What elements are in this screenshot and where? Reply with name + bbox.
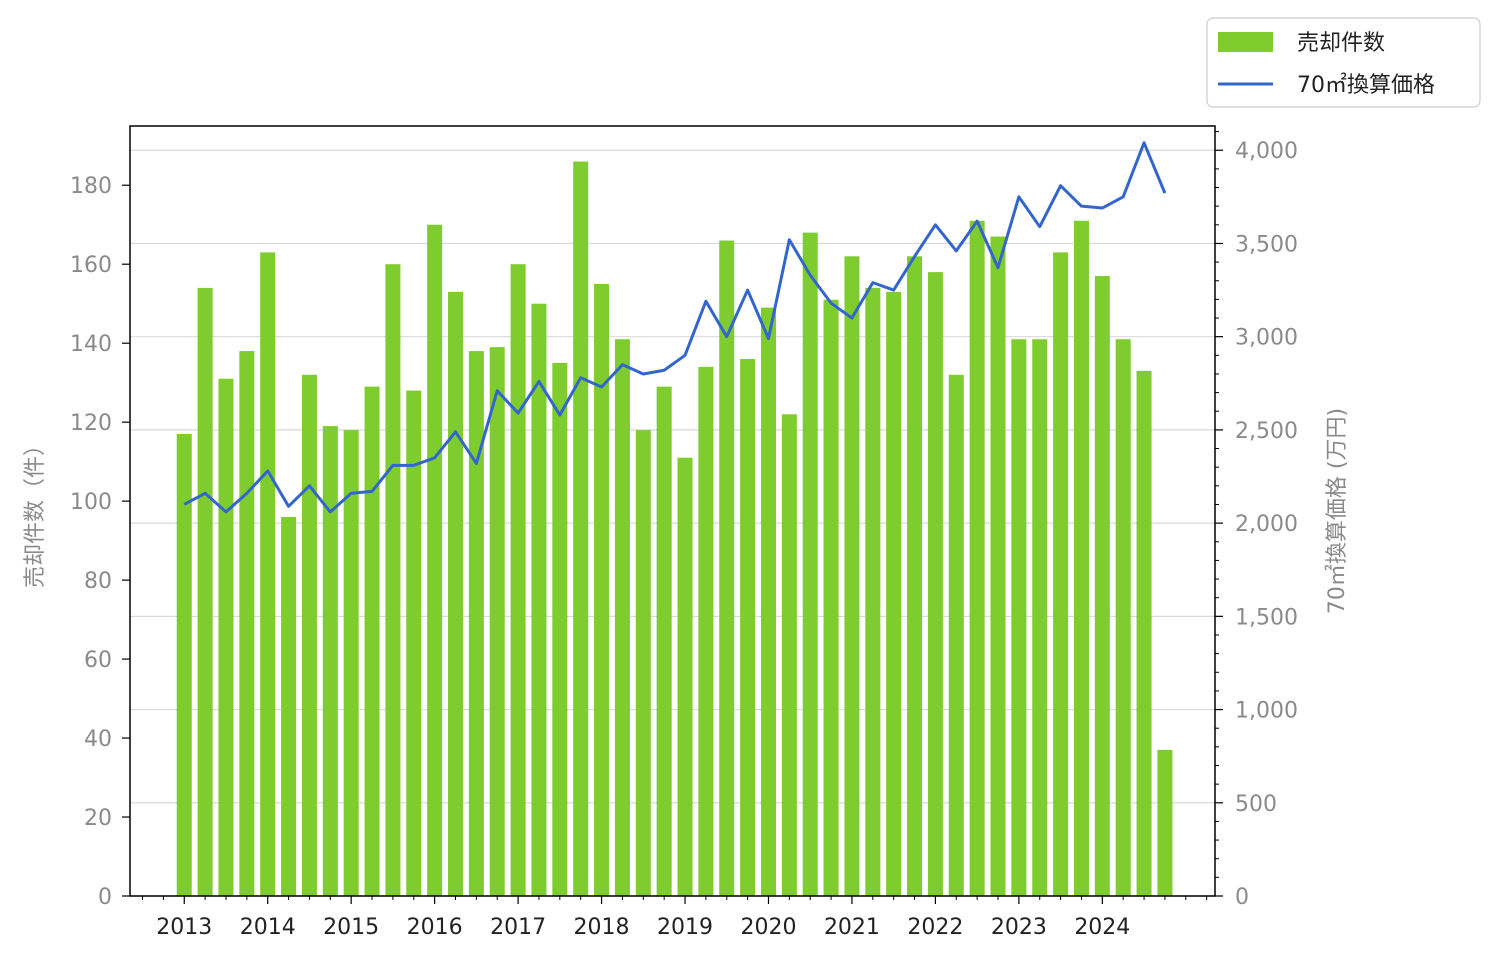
bar — [823, 299, 839, 896]
bar — [1073, 220, 1089, 896]
right-tick-label: 4,000 — [1235, 139, 1298, 164]
left-axis-label: 売却件数（件） — [23, 434, 48, 588]
bar — [260, 252, 276, 896]
left-tick-label: 0 — [98, 885, 112, 910]
bar — [614, 339, 630, 896]
left-tick-label: 160 — [70, 253, 112, 278]
x-tick-label: 2021 — [824, 915, 880, 940]
right-tick-label: 3,500 — [1235, 232, 1298, 257]
bar — [531, 303, 547, 896]
left-tick-label: 80 — [84, 569, 112, 594]
x-tick-label: 2014 — [240, 915, 296, 940]
bar — [573, 161, 589, 897]
x-tick-label: 2019 — [657, 915, 713, 940]
bar — [698, 366, 714, 896]
left-tick-label: 140 — [70, 332, 112, 357]
right-tick-label: 1,000 — [1235, 699, 1298, 724]
bar — [385, 264, 401, 896]
bar — [760, 307, 776, 897]
bar — [489, 347, 505, 897]
bar — [802, 232, 818, 897]
right-axis: 0 500 1,000 1,500 2,000 2,500 3,000 3,500 4,000 — [1215, 131, 1298, 910]
left-tick-label: 180 — [70, 174, 112, 199]
x-tick-label: 2020 — [740, 915, 796, 940]
bar — [990, 236, 1006, 897]
right-tick-label: 1,500 — [1235, 605, 1298, 630]
right-axis-label: 70㎡換算価格 (万円) — [1324, 408, 1350, 614]
bar — [719, 240, 735, 896]
bar — [948, 374, 964, 896]
x-tick-label: 2024 — [1074, 915, 1130, 940]
legend-line-label: 70㎡換算価格 — [1297, 72, 1435, 98]
bar — [1157, 749, 1173, 896]
bar — [969, 220, 985, 896]
x-tick-label: 2016 — [407, 915, 463, 940]
bar — [406, 390, 422, 896]
bar — [1094, 276, 1110, 896]
bar — [322, 426, 338, 896]
right-tick-label: 0 — [1235, 885, 1249, 910]
bar — [1011, 339, 1027, 896]
bar — [844, 256, 860, 896]
left-axis: 0 20 40 60 80 100 120 140 160 180 — [70, 174, 130, 910]
right-tick-label: 2,500 — [1235, 419, 1298, 444]
bar — [781, 414, 797, 896]
bar — [677, 457, 693, 896]
x-tick-label: 2013 — [156, 915, 212, 940]
bar — [594, 283, 610, 896]
x-tick-label: 2017 — [490, 915, 546, 940]
bar — [343, 430, 359, 896]
bar — [865, 287, 881, 896]
right-tick-label: 2,000 — [1235, 512, 1298, 537]
bar — [197, 287, 213, 896]
left-tick-label: 120 — [70, 411, 112, 436]
bar — [301, 374, 317, 896]
bar — [1032, 339, 1048, 896]
right-tick-label: 500 — [1235, 792, 1277, 817]
x-tick-label: 2023 — [991, 915, 1047, 940]
bar — [1115, 339, 1131, 896]
bar — [740, 358, 756, 896]
bar — [907, 256, 923, 896]
left-tick-label: 60 — [84, 648, 112, 673]
bar — [427, 224, 443, 896]
bar — [447, 291, 464, 896]
legend-bar-swatch — [1218, 32, 1273, 52]
line-series — [183, 141, 1167, 514]
left-tick-label: 100 — [70, 490, 112, 515]
bar — [281, 516, 297, 896]
x-tick-label: 2018 — [574, 915, 630, 940]
bar — [656, 386, 672, 896]
bar — [364, 386, 380, 896]
x-tick-label: 2015 — [323, 915, 379, 940]
left-tick-label: 40 — [84, 727, 112, 752]
legend-bar-label: 売却件数 — [1297, 31, 1385, 56]
bar — [886, 291, 902, 896]
right-tick-label: 3,000 — [1235, 326, 1298, 351]
bar — [239, 351, 255, 897]
plot-frame — [129, 125, 1216, 897]
bar — [468, 351, 484, 897]
bar — [510, 264, 526, 896]
bar — [1053, 252, 1069, 896]
bar-series — [176, 161, 1173, 897]
left-tick-label: 20 — [84, 806, 112, 831]
bar — [552, 362, 568, 896]
x-axis: 2013 2014 2015 2016 2017 2018 2019 2020 2021 2022… — [142, 896, 1208, 940]
bar — [927, 272, 943, 897]
legend: 売却件数 70㎡換算価格 — [1206, 17, 1481, 108]
x-tick-label: 2022 — [907, 915, 963, 940]
bar — [218, 378, 234, 896]
legend-box — [1206, 17, 1481, 108]
bar — [635, 430, 651, 896]
price-line — [183, 141, 1167, 514]
bar — [176, 434, 192, 896]
bar — [1136, 370, 1152, 896]
